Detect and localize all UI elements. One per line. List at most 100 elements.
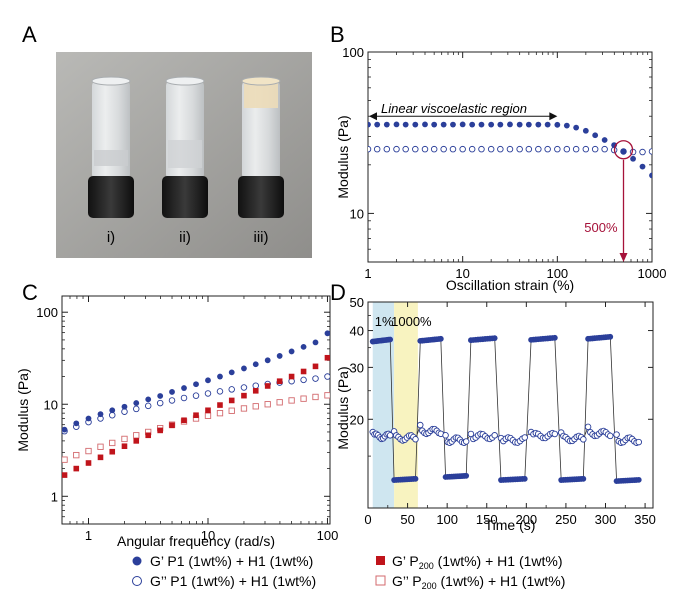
chart-c-point-g1-p1 xyxy=(97,411,104,418)
chart-d-point-g2 xyxy=(521,434,529,441)
y-tick-label: 10 xyxy=(44,397,58,412)
chart-d-frame xyxy=(367,301,654,509)
chart-c-point-g2-p1 xyxy=(192,392,200,399)
chart-d-point-g2 xyxy=(386,432,394,439)
chart-c-point-g1-p200 xyxy=(264,383,271,389)
chart-c-series-g1-p1 xyxy=(62,330,330,433)
chart-b-point-g2 xyxy=(544,145,551,153)
x-tick-label: 1 xyxy=(364,266,371,281)
chart-d-point-g1 xyxy=(412,475,419,482)
chart-c-point-g2-p1 xyxy=(300,376,307,384)
chart-c-point-g1-p200 xyxy=(97,454,104,461)
x-tick-label: 200 xyxy=(515,512,537,527)
chart-b-point-g2 xyxy=(373,145,381,153)
legend-marker-filled-circle xyxy=(132,556,142,566)
chart-b-point-g1 xyxy=(573,124,580,131)
chart-c-point-g2-p200 xyxy=(288,397,295,404)
vial-3: iii) xyxy=(238,76,284,246)
chart-c-point-g2-p1 xyxy=(168,397,176,404)
chart-b-series-g2 xyxy=(368,145,652,156)
chart-c-point-g1-p1 xyxy=(109,407,116,414)
chart-d-ticks: 0 50 100 150 200 250 300 350 20 30 40 50 xyxy=(350,295,656,527)
chart-c-point-g2-p1 xyxy=(133,405,140,413)
chart-b-point-g1 xyxy=(488,121,495,128)
legend-label-g1-p200: G’ P200 (1wt%) + H1 (1wt%) xyxy=(392,553,563,571)
chart-d-point-g1 xyxy=(437,335,444,342)
chart-b-point-g2 xyxy=(516,145,523,153)
chart-c-point-g2-p200 xyxy=(264,401,271,408)
chart-b-point-g1 xyxy=(601,137,608,143)
y-tick-label: 100 xyxy=(36,305,58,320)
panel-label-a: A xyxy=(22,22,37,47)
chart-d-point-g2 xyxy=(462,438,470,445)
chart-d-series-g2 xyxy=(369,421,643,446)
x-tick-label: 0 xyxy=(364,512,371,527)
chart-b-point-g2 xyxy=(554,145,561,153)
chart-b-point-g2 xyxy=(563,145,571,153)
legend-label-g2-p1: G’’ P1 (1wt%) + H1 (1wt%) xyxy=(150,573,316,589)
chart-b-point-g1 xyxy=(412,121,419,128)
chart-b-point-g1 xyxy=(422,121,428,128)
chart-c-point-g2-p200 xyxy=(216,410,224,417)
chart-b-point-g1 xyxy=(630,155,636,162)
y-tick-label: 40 xyxy=(350,324,364,339)
chart-b-point-g1 xyxy=(431,121,438,128)
x-tick-label: 1000 xyxy=(638,266,667,281)
chart-c-point-g1-p1 xyxy=(252,361,259,368)
panel-label-d: D xyxy=(330,280,346,305)
chart-b-point-g2 xyxy=(601,145,608,153)
chart-c-point-g2-p1 xyxy=(180,394,188,402)
chart-c-point-g1-p200 xyxy=(85,460,92,466)
x-tick-label: 10 xyxy=(455,266,469,281)
chart-b-point-g2 xyxy=(383,145,391,153)
chart-b-point-g1 xyxy=(544,121,551,128)
chart-b-frame xyxy=(367,51,653,263)
shade-region-1pct xyxy=(372,302,395,508)
chart-c-point-g2-p200 xyxy=(312,393,319,401)
chart-d-point-g2 xyxy=(635,438,643,446)
chart-b-point-g1 xyxy=(563,122,570,129)
chart-b-point-g2 xyxy=(582,145,590,153)
chart-c-point-g2-p200 xyxy=(73,451,80,459)
chart-b-point-g1 xyxy=(393,121,400,128)
x-tick-label: 10 xyxy=(201,528,215,543)
chart-c-point-g1-p1 xyxy=(145,396,152,403)
y-tick-label: 20 xyxy=(350,412,364,427)
chart-b-point-g1 xyxy=(368,121,371,128)
chart-c-point-g1-p1 xyxy=(193,381,199,388)
chart-b-point-g1 xyxy=(516,121,523,128)
chart-b-series-g1 xyxy=(368,121,652,179)
lve-label: Linear viscoelastic region xyxy=(381,101,527,116)
chart-c-point-g2-p200 xyxy=(97,443,104,450)
chart-b-point-g2 xyxy=(440,145,447,153)
chart-b-point-g2 xyxy=(412,145,419,153)
chart-c-point-g2-p200 xyxy=(62,456,68,463)
chart-d: 0 50 100 150 200 250 300 350 20 30 40 50 1% 1000% T… xyxy=(335,295,656,533)
legend-item-g2-p1: G’’ P1 (1wt%) + H1 (1wt%) xyxy=(132,573,316,589)
y-tick-label: 100 xyxy=(342,45,364,60)
chart-d-point-g1 xyxy=(607,333,614,340)
chart-c-point-g1-p200 xyxy=(169,422,175,429)
chart-b-xlabel: Oscillation strain (%) xyxy=(446,277,574,293)
chart-c-point-g2-p1 xyxy=(144,402,152,410)
chart-c-frame xyxy=(61,295,331,525)
chart-b-point-g1 xyxy=(649,172,652,179)
chart-c-point-g2-p200 xyxy=(133,432,140,439)
chart-b-ticks: 1 10 100 1000 10 100 xyxy=(342,45,666,281)
x-tick-label: 100 xyxy=(436,512,458,527)
chart-c-point-g1-p1 xyxy=(121,403,128,410)
chart-c-point-g1-p200 xyxy=(228,397,235,404)
chart-c-point-g2-p200 xyxy=(204,412,212,419)
crossover-label: 500% xyxy=(584,220,618,235)
chart-d-point-g2 xyxy=(584,423,592,431)
vial-label-3: iii) xyxy=(254,229,269,246)
chart-c-point-g2-p1 xyxy=(204,390,212,397)
chart-b-point-g2 xyxy=(525,145,533,153)
chart-d-point-g1 xyxy=(580,475,587,482)
chart-c-xlabel: Angular frequency (rad/s) xyxy=(117,533,275,549)
chart-b-point-g2 xyxy=(478,145,485,153)
chart-b-point-g2 xyxy=(497,145,504,153)
chart-c-point-g1-p1 xyxy=(62,426,68,433)
chart-c-point-g2-p1 xyxy=(324,373,330,380)
chart-b-point-g1 xyxy=(620,148,627,155)
